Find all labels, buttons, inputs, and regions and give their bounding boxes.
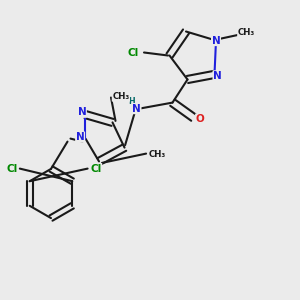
Text: Cl: Cl	[128, 47, 139, 58]
Text: CH₃: CH₃	[112, 92, 130, 101]
Text: CH₃: CH₃	[148, 150, 166, 159]
Text: Cl: Cl	[90, 164, 102, 174]
Text: N: N	[77, 107, 86, 117]
Text: N: N	[132, 103, 141, 114]
Text: N: N	[76, 132, 85, 142]
Text: N: N	[213, 71, 222, 81]
Text: O: O	[196, 114, 205, 124]
Text: H: H	[129, 97, 135, 106]
Text: N: N	[212, 35, 220, 46]
Text: Cl: Cl	[6, 164, 18, 174]
Text: CH₃: CH₃	[238, 28, 255, 37]
